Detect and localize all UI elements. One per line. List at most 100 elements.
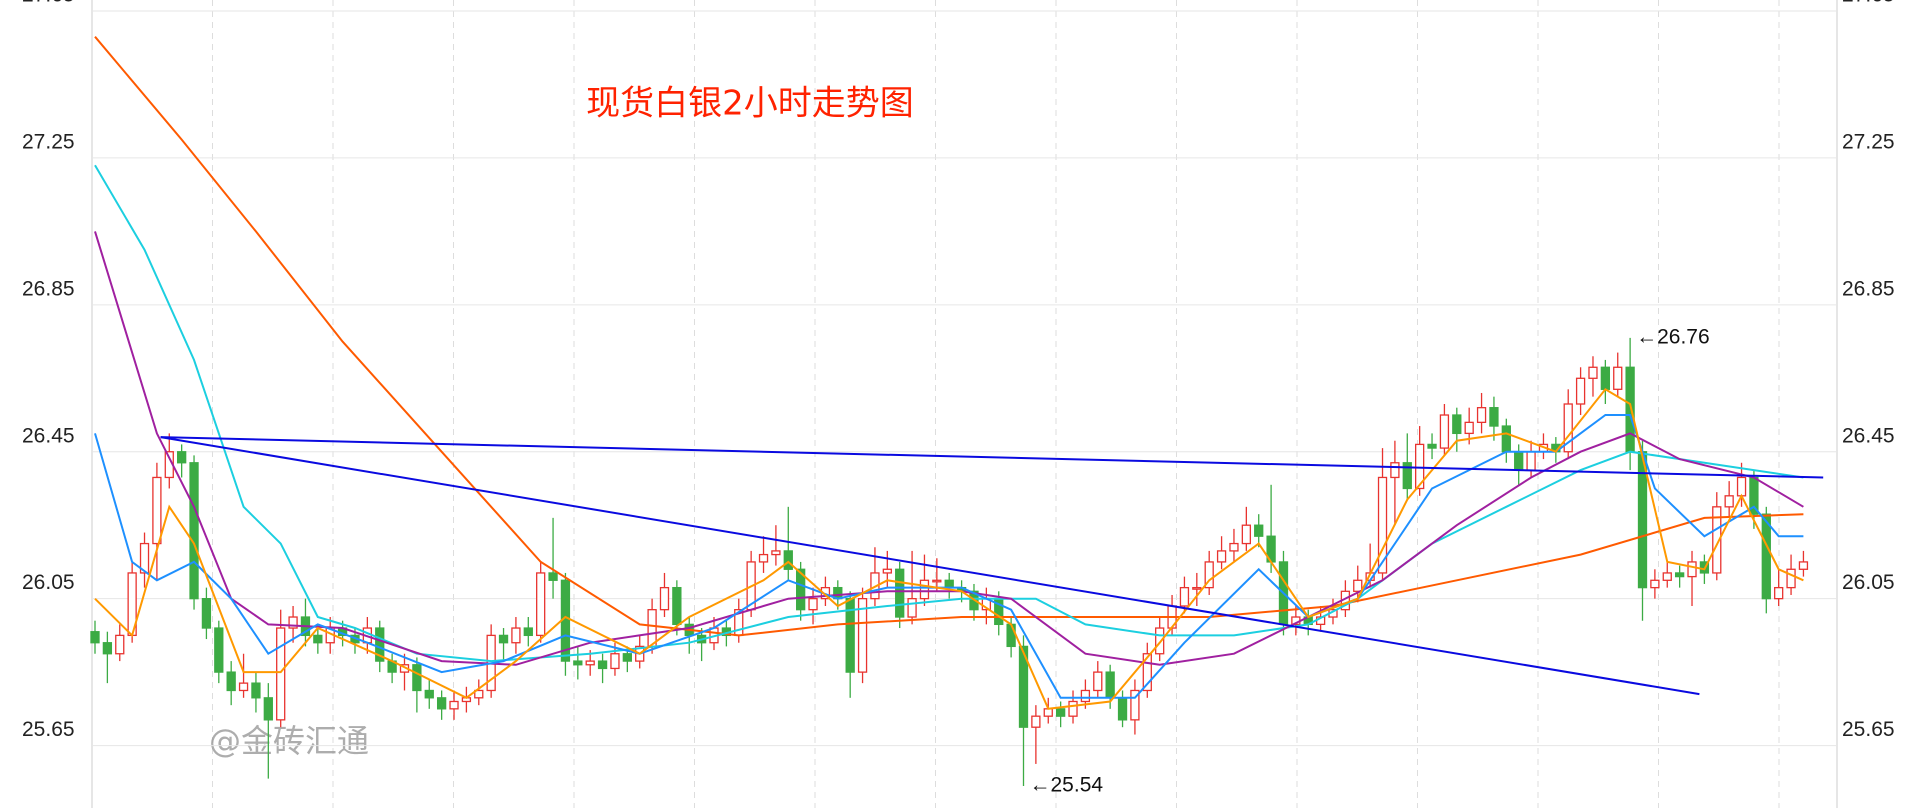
- candle-body: [1043, 708, 1053, 717]
- candle-body: [189, 462, 199, 600]
- candle-body: [1241, 524, 1251, 545]
- candle-body: [647, 609, 657, 648]
- candle-body: [882, 568, 892, 574]
- candle-body: [177, 451, 187, 464]
- y-tick-label-left: 26.85: [22, 277, 75, 300]
- candle-body: [1625, 366, 1635, 453]
- candle-body: [449, 700, 459, 710]
- candle-body: [226, 671, 236, 692]
- candle-body: [1613, 366, 1623, 390]
- candle-body: [498, 634, 509, 644]
- candle-body: [1786, 568, 1796, 589]
- candle-body: [1526, 451, 1536, 471]
- candle-body: [1476, 407, 1487, 424]
- y-tick-label-right: 26.05: [1842, 571, 1895, 594]
- candle-body: [1130, 689, 1140, 721]
- candle-body: [201, 598, 212, 629]
- candle-body: [511, 627, 521, 644]
- watermark: @金砖汇通: [209, 722, 369, 760]
- candle-body: [436, 697, 447, 710]
- candle-body: [1736, 476, 1747, 497]
- moving-average-line: [94, 164, 1804, 663]
- candle-body: [808, 598, 818, 611]
- candle-body: [1093, 671, 1103, 692]
- candle-body: [758, 553, 769, 563]
- candle-body: [1390, 462, 1400, 479]
- candle-body: [907, 598, 917, 618]
- candle-body: [1563, 403, 1573, 453]
- candle-body: [1662, 572, 1672, 581]
- candle-body: [424, 689, 434, 699]
- candle-body: [139, 542, 150, 574]
- candle-body: [1204, 561, 1214, 589]
- candle-body: [895, 568, 905, 618]
- y-tick-label-left: 26.05: [22, 571, 75, 594]
- candle-body: [1018, 645, 1029, 728]
- trend-line: [160, 436, 1700, 696]
- candle-body: [1774, 586, 1784, 600]
- candle-body: [1229, 542, 1239, 552]
- candle-body: [1724, 495, 1734, 508]
- candle-body: [1439, 414, 1450, 449]
- candle-body: [622, 653, 632, 662]
- candle-body: [1142, 653, 1152, 692]
- candle-body: [1489, 407, 1499, 427]
- candle-body: [796, 568, 806, 611]
- candle-body: [857, 598, 868, 673]
- candle-body: [90, 631, 100, 644]
- candle-body: [1402, 462, 1412, 490]
- candle-body: [313, 634, 323, 644]
- candle-body: [1674, 572, 1685, 578]
- candle-body: [1600, 366, 1611, 390]
- candle-body: [944, 579, 954, 589]
- candle-body: [152, 476, 162, 545]
- candle-body: [102, 642, 113, 655]
- candle-body: [412, 664, 422, 692]
- candle-body: [659, 586, 670, 611]
- candle-body: [115, 634, 125, 655]
- candle-body: [523, 627, 533, 637]
- candle-body: [1006, 623, 1016, 648]
- candle-body: [263, 697, 273, 721]
- candle-body: [536, 572, 546, 637]
- candle-body: [1514, 451, 1524, 471]
- candle-body: [585, 660, 595, 666]
- trend-line: [160, 436, 1824, 479]
- y-tick-label-right: 27.25: [1842, 130, 1895, 153]
- candle-body: [1068, 700, 1078, 717]
- moving-average-line: [94, 414, 1804, 699]
- candle-body: [1650, 579, 1660, 589]
- y-tick-label-left: 25.65: [22, 718, 75, 741]
- candle-body: [1761, 513, 1771, 600]
- candle-body: [1464, 421, 1474, 435]
- candle-body: [1427, 443, 1437, 449]
- y-tick-label-left: 26.45: [22, 424, 75, 447]
- candle-body: [1588, 366, 1598, 379]
- candle-body: [1687, 561, 1697, 578]
- candle-body: [276, 627, 286, 721]
- candle-body: [1031, 715, 1041, 728]
- candle-body: [1575, 377, 1586, 405]
- candle-body: [771, 550, 781, 556]
- y-tick-label-left: 27.25: [22, 130, 75, 153]
- candle-body: [474, 689, 484, 699]
- y-tick-label-right: 26.45: [1842, 424, 1895, 447]
- candle-body: [1452, 414, 1462, 435]
- candle-body: [251, 682, 261, 699]
- moving-average-line: [94, 387, 1804, 710]
- candle-body: [1155, 627, 1165, 655]
- candle-body: [573, 660, 583, 666]
- moving-average-line: [94, 36, 1804, 637]
- candle-body: [548, 572, 558, 581]
- candle-body: [214, 627, 224, 673]
- candle-body: [932, 579, 942, 583]
- candle-body: [1117, 697, 1128, 721]
- candle-body: [1216, 550, 1227, 563]
- candle-body: [1415, 443, 1425, 490]
- candle-body: [1712, 506, 1722, 574]
- candle-body: [1179, 586, 1190, 607]
- candle-body: [288, 616, 298, 629]
- candle-body: [1353, 579, 1363, 592]
- candle-body: [597, 660, 608, 670]
- y-tick-label-right: 26.85: [1842, 277, 1895, 300]
